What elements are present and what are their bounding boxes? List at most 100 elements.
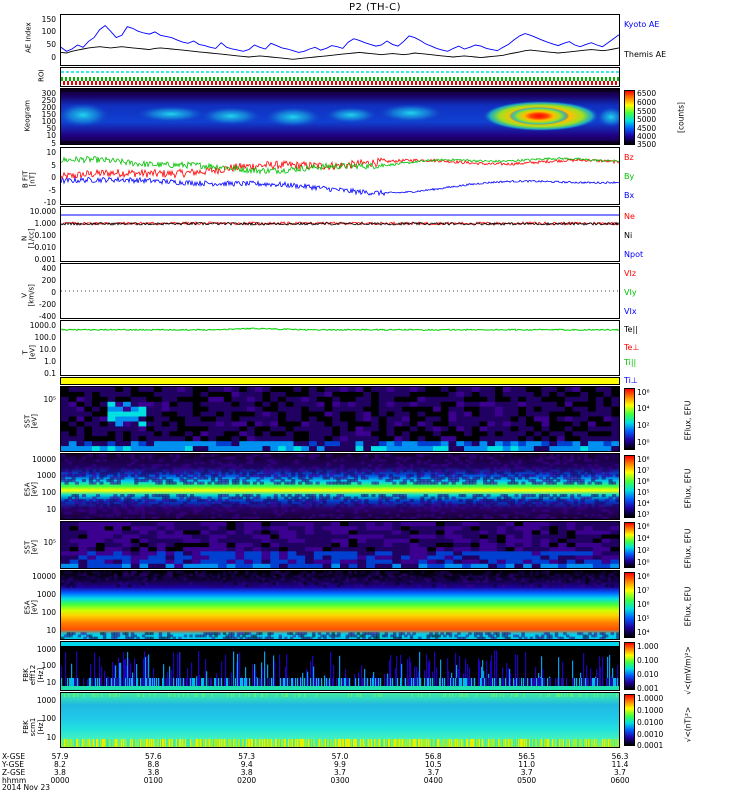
velocity-traces (61, 290, 619, 292)
xaxis-tick-value: 9.4 (240, 760, 253, 769)
fbkE-ytick: 10 (46, 678, 56, 687)
panel-roi (60, 67, 620, 87)
keogram-ytick: 200 (41, 103, 56, 112)
fbkB-ytick: 100 (41, 714, 56, 723)
xaxis-tick-value: 11.4 (611, 760, 629, 769)
xaxis-tick-value: 10.5 (424, 760, 442, 769)
panel-sst-electron (60, 386, 620, 452)
sstE-ytick: 10⁵ (43, 395, 56, 404)
fbkB-cbar-tick: 0.1000 (637, 706, 664, 715)
sstI-cbar-tick: 10² (637, 546, 650, 555)
keogram-ytick: 10 (46, 131, 56, 140)
xaxis-tick-value: 57.9 (51, 752, 69, 761)
xaxis-tick-value: 57.0 (331, 752, 349, 761)
sstI-ytick: 10⁵ (43, 538, 56, 547)
xaxis-tick-value: 0000 (50, 776, 70, 785)
esaE-ytick: 1000 (36, 471, 56, 480)
panel-esa-electron (60, 453, 620, 520)
fbkE-cbar-tick: 1.000 (637, 642, 659, 651)
esaE-ytick: 10 (46, 505, 56, 514)
yellow-separator (60, 377, 620, 385)
dens-ytick: 10.000 (29, 207, 56, 216)
dens-ytick: 0.001 (34, 255, 56, 264)
fbkB-cbar-tick: 1.0000 (637, 694, 664, 703)
xaxis-tick-value: 56.3 (611, 752, 629, 761)
vel-ytick: 400 (41, 264, 56, 273)
xaxis-tick-value: 3.7 (334, 768, 346, 777)
bfit-ytick: 0 (51, 173, 56, 182)
fbkE-cbar-tick: 0.100 (637, 656, 659, 665)
vel-ytick: 200 (41, 276, 56, 285)
bfit-ytick: 5 (51, 161, 56, 170)
dens-ytick: 1.000 (34, 219, 56, 228)
esaE-ytick: 10000 (32, 455, 56, 464)
esaE-ytick: 100 (41, 488, 56, 497)
esaE-cbar-tick: 10⁶ (637, 477, 650, 486)
keogram-cbar-tick: 5500 (637, 107, 657, 116)
xaxis-tick-value: 56.5 (518, 752, 535, 761)
ae-index-traces (61, 25, 619, 60)
keogram-ytick: 5 (51, 139, 56, 148)
ae-ytick: 100 (41, 27, 56, 36)
b-fit-traces (61, 155, 619, 197)
sstI-cbar-tick: 10⁰ (637, 558, 650, 567)
dens-ytick: 0.100 (34, 231, 56, 240)
legend-ni: Ni (624, 231, 633, 240)
keogram-ytick: 300 (41, 89, 56, 98)
xaxis-row-label: Y-GSE (2, 760, 24, 769)
sstE-cbar-label: EFlux, EFU (683, 400, 693, 441)
panel-keogram (60, 88, 620, 145)
esaE-cbar-tick: 10⁵ (637, 488, 650, 497)
esaI-ytick: 10000 (32, 572, 56, 581)
esa-ion-colorbar (624, 572, 635, 638)
fbk-e-colorbar (624, 642, 635, 690)
legend-te-perp: Te⊥ (624, 343, 640, 352)
xaxis-tick-value: 0600 (610, 776, 630, 785)
keogram-cbar-tick: 6000 (637, 98, 657, 107)
xaxis-tick-value: 0400 (423, 776, 443, 785)
panel-density (60, 206, 620, 262)
dens-ytick: 0.010 (34, 243, 56, 252)
esa-electron-colorbar (624, 455, 635, 518)
keogram-cbar-tick: 6500 (637, 89, 657, 98)
legend-ti-perp: Ti⊥ (624, 376, 638, 385)
temp-ytick: 10.0 (39, 345, 56, 354)
vel-ytick: -200 (38, 300, 56, 309)
panel-fbk-e (60, 641, 620, 691)
xaxis-tick-value: 0200 (237, 776, 257, 785)
xaxis-tick-value: 0500 (517, 776, 537, 785)
esaI-cbar-tick: 10⁷ (637, 586, 650, 595)
sst-ion-ylabel: SST [eV] (23, 540, 39, 555)
esa-ion-spectrogram (61, 571, 619, 639)
esaI-cbar-tick: 10⁶ (637, 600, 650, 609)
sstE-cbar-tick: 10² (637, 421, 650, 430)
sst-ion-spectrogram (61, 522, 619, 568)
legend-bz: Bz (624, 153, 634, 162)
esaI-ytick: 100 (41, 608, 56, 617)
bfit-ytick: -5 (48, 186, 56, 195)
keogram-colorbar (624, 90, 635, 145)
legend-vly: VIy (624, 288, 637, 297)
roi-ylabel: ROI (37, 69, 46, 82)
fbkB-ytick: 1000 (36, 696, 56, 705)
keogram-cbar-tick: 3500 (637, 140, 657, 149)
panel-fbk-b (60, 692, 620, 748)
xaxis-tick-value: 8.2 (54, 760, 66, 769)
temp-ytick: 100.0 (34, 333, 56, 342)
legend-vlx: VIx (624, 307, 637, 316)
xaxis-tick-value: 56.8 (424, 752, 442, 761)
bfit-ytick: 10 (46, 148, 56, 157)
keogram-ytick: 250 (41, 96, 56, 105)
date-label: 2014 Nov 23 (2, 783, 51, 792)
sst-ion-colorbar (624, 522, 635, 568)
esaI-cbar-tick: 10⁵ (637, 614, 650, 623)
legend-bx: Bx (624, 191, 635, 200)
esaE-cbar-tick: 10³ (637, 510, 650, 519)
esaI-cbar-label: EFlux, EFU (683, 586, 693, 627)
keogram-cbar-tick: 4000 (637, 132, 657, 141)
fbkB-cbar-label: √<(nT)²> (683, 706, 693, 743)
fbk-b-ylabel: FBK scm1 [Hz] (21, 717, 45, 737)
esa-electron-spectrogram (61, 454, 619, 519)
bfit-ytick: -10 (43, 198, 56, 207)
